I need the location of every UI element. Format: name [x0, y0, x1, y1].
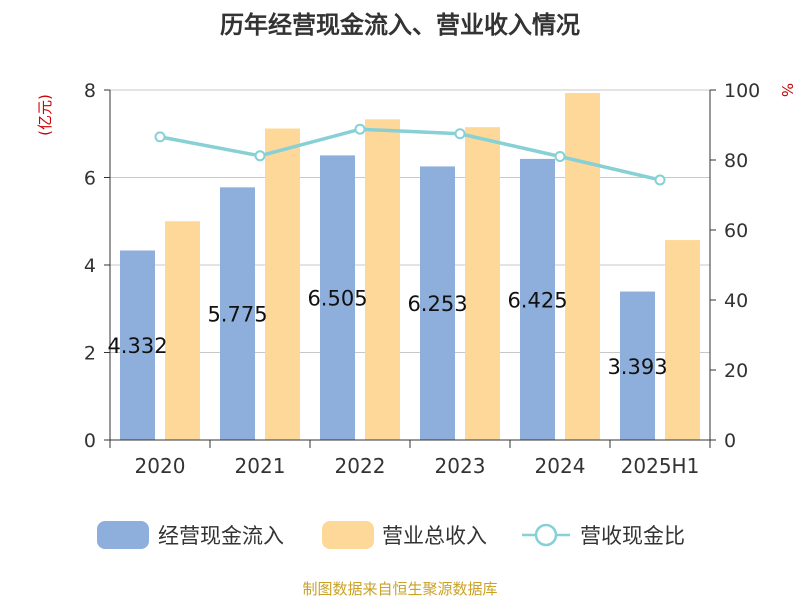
legend: 经营现金流入 营业总收入 营收现金比: [97, 521, 685, 549]
legend-swatch-cash-inflow: [97, 521, 149, 549]
right-tick-label: 40: [724, 290, 748, 312]
source-note: 制图数据来自恒生聚源数据库: [302, 580, 497, 598]
bar-total-revenue: [565, 93, 600, 440]
data-label: 6.253: [407, 292, 467, 316]
ratio-line: [154, 123, 666, 186]
legend-marker-ratio: [534, 523, 558, 547]
x-tick-label: 2023: [435, 454, 486, 478]
ratio-point: [454, 128, 466, 140]
bar-operating-cash-inflow: [520, 158, 555, 440]
bar-total-revenue: [465, 127, 500, 440]
data-label: 4.332: [107, 334, 167, 358]
bar-total-revenue: [665, 240, 700, 440]
ratio-point: [354, 123, 366, 135]
legend-swatch-revenue: [322, 521, 374, 549]
bars: [120, 93, 700, 440]
legend-label-cash-inflow: 经营现金流入: [158, 524, 284, 548]
right-tick-label: 0: [724, 430, 736, 452]
data-label: 6.425: [507, 288, 567, 312]
bar-operating-cash-inflow: [320, 155, 355, 440]
data-labels: 4.332 5.775 6.505 6.253 6.425 3.393: [107, 287, 667, 379]
ratio-point: [554, 151, 566, 162]
x-tick-label: 2021: [235, 454, 286, 478]
right-tick-label: 60: [724, 220, 748, 242]
left-tick-label: 4: [84, 255, 96, 277]
bar-operating-cash-inflow: [620, 291, 655, 440]
ratio-point: [154, 131, 166, 143]
right-axis-unit: %: [778, 83, 796, 97]
left-tick-label: 8: [84, 80, 96, 102]
bar-total-revenue: [365, 119, 400, 440]
bar-operating-cash-inflow: [420, 166, 455, 440]
bar-total-revenue: [165, 221, 200, 440]
right-tick-label: 80: [724, 150, 748, 172]
grid: [110, 89, 710, 353]
legend-label-ratio: 营收现金比: [580, 524, 685, 548]
legend-label-revenue: 营业总收入: [382, 524, 487, 548]
chart-title: 历年经营现金流入、营业收入情况: [220, 11, 580, 39]
x-tick-label: 2022: [335, 454, 386, 478]
x-tick-label: 2020: [135, 454, 186, 478]
ratio-line-path: [159, 127, 661, 182]
ratio-point: [654, 174, 666, 186]
right-tick-label: 100: [724, 80, 760, 102]
ratio-point: [254, 150, 266, 162]
right-tick-label: 20: [724, 360, 748, 382]
left-tick-label: 0: [84, 430, 96, 452]
x-tick-label: 2024: [535, 454, 586, 478]
x-tick-label: 2025H1: [621, 454, 700, 478]
left-axis-unit: (亿元): [36, 94, 54, 136]
bar-operating-cash-inflow: [220, 187, 255, 440]
bar-total-revenue: [265, 128, 300, 440]
data-label: 6.505: [307, 287, 367, 311]
left-tick-label: 6: [84, 168, 96, 190]
bar-operating-cash-inflow: [120, 250, 155, 440]
left-tick-label: 2: [84, 343, 96, 365]
data-label: 5.775: [207, 303, 267, 327]
data-label: 3.393: [607, 355, 667, 379]
